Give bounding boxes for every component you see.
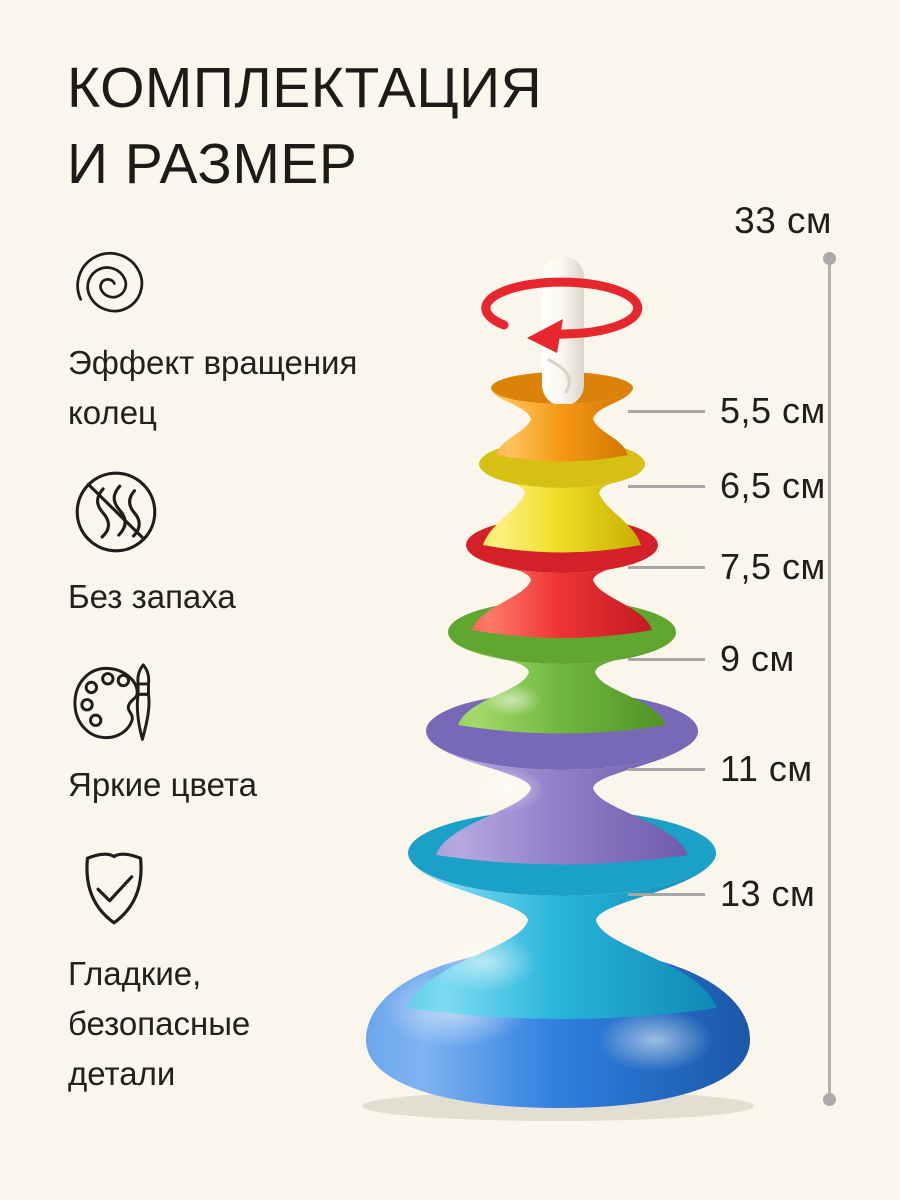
shield-check-icon [68, 845, 408, 937]
feature-item-colors: Яркие цвета [68, 658, 408, 810]
cone-sheen [433, 932, 537, 992]
size-label: 13 см [720, 873, 816, 914]
feature-item-spin: Эффект вращения колец [68, 242, 408, 438]
ruler-top-dot [823, 252, 836, 265]
callout-line [628, 657, 705, 661]
size-label: 11 см [720, 748, 813, 789]
size-label: 9 см [720, 638, 795, 679]
base-sheen [597, 1008, 713, 1072]
callout-orange: 5,5 см [628, 387, 826, 435]
palette-icon [68, 658, 408, 748]
callout-line [628, 409, 705, 413]
callout-light-blue: 13 см [628, 870, 815, 918]
size-label: 5,5 см [720, 390, 826, 431]
callout-yellow: 6,5 см [628, 462, 826, 510]
ring-orange [491, 388, 633, 462]
callout-line [628, 767, 705, 771]
callout-purple: 11 см [628, 745, 813, 793]
size-label: 6,5 см [720, 465, 826, 506]
callout-line [628, 565, 705, 569]
spiral-icon [68, 242, 408, 326]
callout-red: 7,5 см [628, 543, 826, 591]
ring-yellow [479, 464, 645, 553]
total-height-label: 33 см [734, 200, 832, 241]
spin-arrow-icon [481, 277, 643, 353]
stacking-tower-image [362, 256, 754, 1121]
feature-text: Без запаха [68, 578, 236, 615]
feature-text: Эффект вращения колец [68, 344, 358, 431]
ring-red [466, 545, 658, 638]
feature-text: Гладкие, безопасные детали [68, 955, 251, 1092]
no-smell-icon [68, 464, 408, 560]
cone-sheen [465, 768, 545, 812]
ring-purple [426, 731, 698, 865]
height-ruler [828, 258, 831, 1099]
callout-green: 9 см [628, 635, 795, 683]
callout-line [628, 892, 705, 896]
feature-item-no-smell: Без запаха [68, 464, 408, 622]
pole-twist-line [547, 358, 571, 394]
size-label: 7,5 см [720, 546, 826, 587]
feature-item-safe: Гладкие, безопасные детали [68, 845, 408, 1099]
ruler-bottom-dot [823, 1093, 836, 1106]
cone-sheen [482, 684, 542, 716]
page-title: КОМПЛЕКТАЦИЯ И РАЗМЕР [67, 56, 543, 196]
feature-text: Яркие цвета [68, 766, 257, 803]
callout-line [628, 484, 705, 488]
